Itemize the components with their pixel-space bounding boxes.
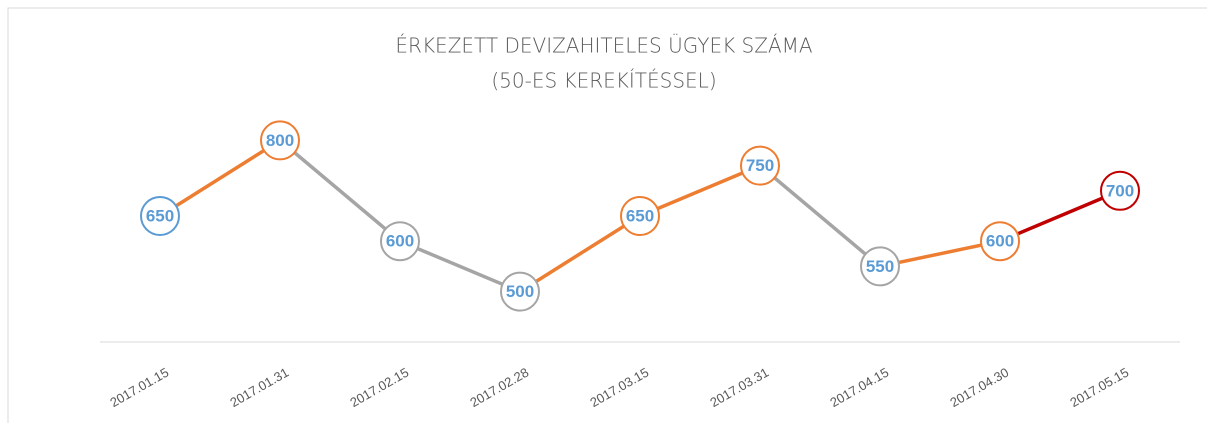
data-label: 750 [746, 156, 774, 175]
line-segment [518, 214, 642, 294]
data-marker [380, 221, 420, 262]
data-marker [740, 145, 780, 186]
data-label: 600 [386, 232, 414, 251]
data-label: 650 [626, 206, 654, 225]
data-marker [140, 196, 180, 236]
line-segment [878, 239, 1002, 269]
data-marker [1100, 170, 1140, 211]
x-tick-label: 2017.04.15 [827, 365, 891, 411]
data-marker [980, 221, 1020, 262]
line-segment [158, 138, 282, 218]
data-label: 650 [146, 206, 174, 225]
x-tick-label: 2017.01.15 [107, 365, 171, 411]
x-tick-label: 2017.04.30 [947, 365, 1011, 411]
x-tick-label: 2017.02.15 [347, 365, 411, 411]
x-tick-label: 2017.02.28 [467, 365, 531, 411]
data-marker [500, 271, 540, 312]
line-segment [998, 189, 1122, 243]
line-segment [758, 163, 882, 269]
line-segment [638, 163, 762, 218]
x-tick-label: 2017.01.31 [227, 365, 291, 411]
data-label: 500 [506, 282, 534, 301]
data-label: 600 [986, 232, 1014, 251]
x-tick-label: 2017.05.15 [1067, 365, 1131, 411]
data-label: 700 [1106, 181, 1134, 200]
x-tick-label: 2017.03.15 [587, 365, 651, 411]
data-marker [260, 120, 300, 161]
line-segment [278, 138, 402, 243]
chart-subtitle: (50-ES KEREKÍTÉSSEL) [491, 69, 716, 93]
line-segment [398, 239, 522, 294]
data-marker [620, 196, 660, 236]
chart-title: ÉRKEZETT DEVIZAHITELES ÜGYEK SZÁMA [395, 34, 812, 58]
data-marker [860, 246, 900, 287]
data-label: 800 [266, 131, 294, 150]
chart-border [7, 7, 1207, 423]
data-label: 550 [866, 257, 894, 276]
x-tick-label: 2017.03.31 [707, 365, 771, 411]
